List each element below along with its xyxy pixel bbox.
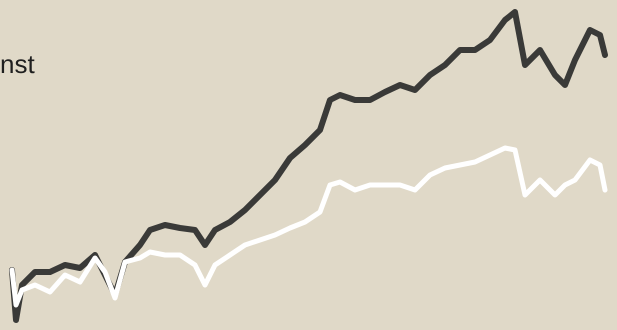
series-line: [9, 145, 608, 308]
chart-title: nst: [0, 49, 35, 79]
